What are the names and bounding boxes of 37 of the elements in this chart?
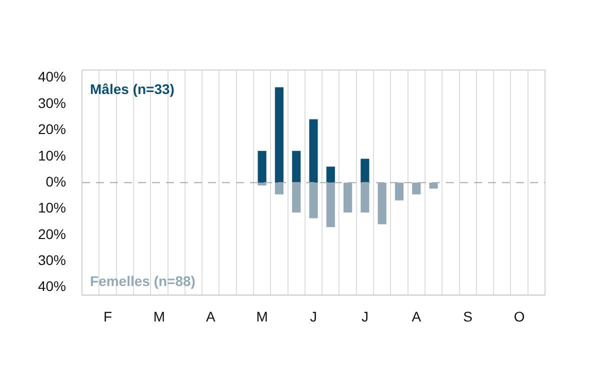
bar bbox=[378, 182, 386, 224]
y-tick-label: 40% bbox=[38, 68, 66, 85]
x-tick-label: M bbox=[153, 308, 166, 324]
bar bbox=[292, 150, 301, 183]
x-tick-label: F bbox=[103, 308, 112, 324]
bar bbox=[394, 182, 404, 200]
y-tick-label: 10% bbox=[38, 200, 66, 216]
bar bbox=[274, 182, 284, 194]
y-tick-label: 10% bbox=[38, 147, 66, 164]
bar bbox=[326, 182, 335, 228]
x-tick-label: A bbox=[412, 308, 422, 324]
y-tick-label: 30% bbox=[38, 94, 66, 111]
bar bbox=[292, 182, 301, 212]
bar bbox=[309, 119, 318, 183]
bar bbox=[326, 166, 335, 183]
text: Mâles (n=33) bbox=[90, 80, 174, 97]
bar bbox=[412, 182, 421, 194]
bar bbox=[274, 87, 284, 183]
x-tick-label: J bbox=[361, 308, 368, 324]
x-tick-label: S bbox=[463, 308, 473, 324]
bar bbox=[429, 182, 438, 189]
y-tick-label: 20% bbox=[38, 226, 66, 242]
text: Femelles (n=88) bbox=[90, 273, 196, 290]
bar bbox=[258, 150, 266, 183]
bar bbox=[360, 158, 370, 183]
bar bbox=[360, 182, 370, 212]
bar bbox=[344, 182, 352, 212]
bar bbox=[309, 182, 318, 218]
bar bbox=[258, 182, 266, 186]
x-tick-label: M bbox=[256, 308, 268, 324]
y-tick-label: 30% bbox=[38, 252, 66, 268]
y-tick-label: 20% bbox=[38, 121, 66, 138]
x-tick-label: J bbox=[310, 308, 318, 324]
y-tick-label: 40% bbox=[38, 278, 66, 294]
x-tick-label: A bbox=[206, 308, 216, 324]
x-tick-label: O bbox=[514, 308, 525, 324]
y-tick-label: 0% bbox=[46, 173, 66, 190]
